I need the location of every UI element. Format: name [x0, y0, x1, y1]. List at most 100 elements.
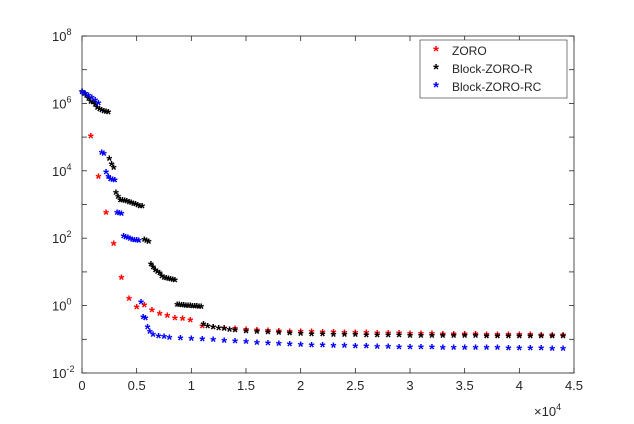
data-point: * [188, 333, 194, 350]
data-point: * [194, 300, 200, 317]
data-point: * [276, 325, 282, 342]
data-point: * [363, 327, 369, 344]
data-point: * [560, 342, 566, 359]
data-point: * [172, 274, 178, 291]
data-point: * [146, 235, 152, 252]
data-point: * [385, 329, 391, 346]
data-point: * [309, 328, 315, 345]
data-point: * [163, 272, 169, 289]
data-point: * [121, 230, 127, 247]
data-point: * [331, 326, 337, 343]
data-point: * [473, 330, 479, 347]
data-point: * [396, 329, 402, 346]
legend-marker: * [433, 43, 439, 60]
data-point: * [276, 337, 282, 354]
data-point: * [254, 326, 260, 343]
data-point: * [418, 327, 424, 344]
data-point: * [106, 153, 112, 170]
legend-label: Block-ZORO-R [452, 62, 533, 76]
data-point: * [113, 186, 119, 203]
data-point: * [298, 325, 304, 342]
y-tick-label-exponent: 4 [66, 162, 71, 172]
data-point: * [516, 342, 522, 359]
data-point: * [110, 174, 116, 191]
x-tick-label: 3.5 [456, 378, 474, 393]
data-point: * [105, 106, 111, 123]
data-point: * [92, 94, 98, 111]
data-point: * [79, 85, 85, 102]
data-point: * [81, 88, 87, 105]
data-point: * [83, 89, 89, 106]
data-point: * [200, 318, 206, 335]
y-tick-label-base: 10 [52, 29, 66, 44]
data-point: * [109, 158, 115, 175]
x-tick-label: 2 [297, 378, 304, 393]
data-point: * [254, 324, 260, 341]
data-point: * [287, 338, 293, 355]
data-point: * [127, 233, 133, 250]
x-axis-multiplier-exponent: 4 [556, 402, 561, 412]
data-point: * [138, 296, 144, 313]
data-point: * [159, 270, 165, 287]
data-point: * [136, 235, 142, 252]
data-point: * [462, 330, 468, 347]
data-point: * [320, 339, 326, 356]
data-point: * [527, 329, 533, 346]
data-point: * [440, 330, 446, 347]
data-point: * [538, 330, 544, 347]
data-point: * [103, 166, 109, 183]
data-point: * [88, 95, 94, 112]
data-point: * [157, 308, 163, 325]
y-tick-label: 106 [52, 94, 71, 111]
data-point: * [352, 340, 358, 357]
series-0: ****** * * * * * * * * * * * * * * * * * * * * * * * * * * * * * * * * * *… [88, 130, 566, 346]
data-marks: ****** * * * * * * * * * * * * * * * * * * * * * * * * * * * * * * * * * *… [79, 85, 566, 359]
x-tick-label: 1 [188, 378, 195, 393]
data-point: * [429, 329, 435, 346]
data-point: * [374, 329, 380, 346]
data-point: * [167, 331, 173, 348]
data-point: * [114, 207, 120, 224]
data-point: * [165, 273, 171, 290]
y-tick-label-exponent: 6 [66, 94, 71, 104]
x-axis: 0 0.5 1 1.5 2 2.5 3 3.5 4 4.5 [78, 36, 583, 393]
data-point: * [341, 326, 347, 343]
data-point: * [168, 273, 174, 290]
data-point: * [341, 340, 347, 357]
data-point: * [440, 328, 446, 345]
y-tick-label-base: 10 [52, 366, 66, 381]
y-tick-label: 102 [52, 229, 71, 246]
data-point: * [265, 337, 271, 354]
data-point: * [199, 333, 205, 350]
data-point: * [287, 325, 293, 342]
data-point: * [407, 329, 413, 346]
data-point: * [309, 339, 315, 356]
data-point: * [516, 330, 522, 347]
data-point: * [196, 300, 202, 317]
data-point: * [473, 328, 479, 345]
data-point: * [341, 329, 347, 346]
data-point: * [232, 323, 238, 340]
data-point: * [183, 299, 189, 316]
data-point: * [179, 299, 185, 316]
data-point: * [254, 336, 260, 353]
data-point: * [176, 299, 182, 316]
data-point: * [198, 301, 204, 318]
data-point: * [484, 342, 490, 359]
data-point: * [320, 328, 326, 345]
x-tick-label: 0 [78, 378, 85, 393]
data-point: * [407, 341, 413, 358]
series-2: ****************************** * * * * * * * * * *… [79, 86, 566, 359]
data-point: * [232, 335, 238, 352]
data-point: * [407, 327, 413, 344]
data-point: * [149, 304, 155, 321]
data-point: * [86, 93, 92, 110]
data-point: * [396, 327, 402, 344]
y-tick-label-base: 10 [52, 96, 66, 111]
data-point: * [134, 301, 140, 318]
data-point: * [99, 104, 105, 121]
data-point: * [451, 341, 457, 358]
data-point: * [156, 330, 162, 347]
data-point: * [112, 174, 118, 191]
